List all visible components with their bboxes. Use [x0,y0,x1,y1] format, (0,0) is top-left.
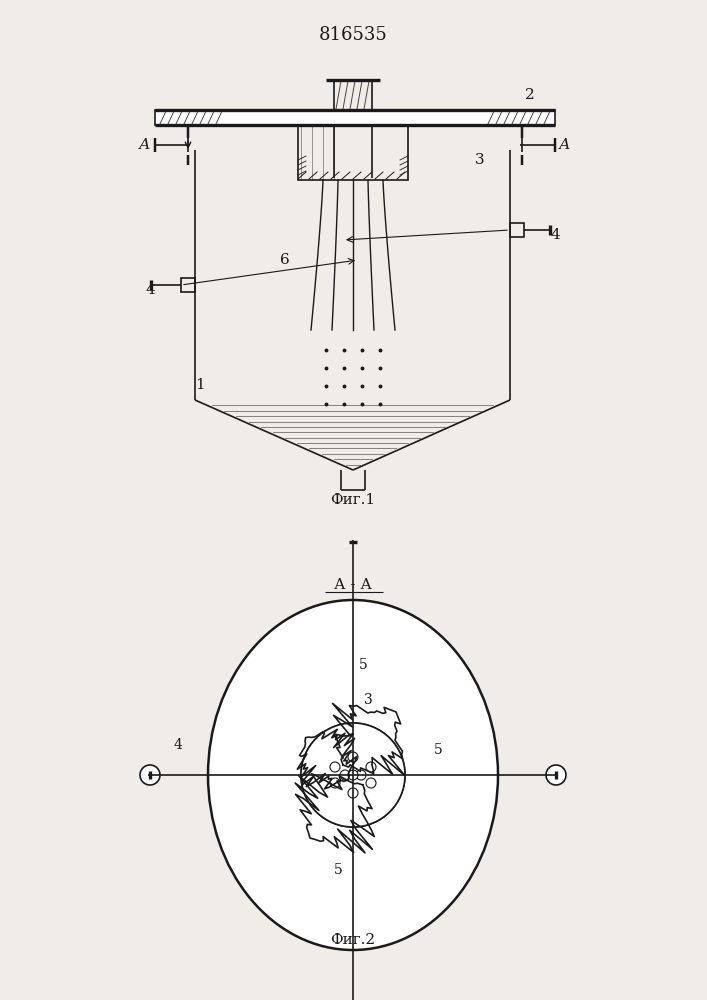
Circle shape [356,770,366,780]
Text: 3: 3 [363,693,373,707]
Text: А - А: А - А [334,578,372,592]
Circle shape [330,778,340,788]
Text: А: А [139,138,151,152]
Circle shape [348,788,358,798]
Circle shape [340,770,350,780]
Circle shape [366,778,376,788]
Bar [181,278,195,292]
Text: 5: 5 [433,743,443,757]
Circle shape [348,770,358,780]
Text: 4: 4 [550,228,560,242]
Circle shape [301,723,405,827]
Circle shape [348,788,358,798]
Text: Фиг.2: Фиг.2 [330,933,375,947]
Circle shape [340,770,350,780]
Circle shape [348,752,358,762]
Circle shape [356,770,366,780]
Text: 6: 6 [280,253,290,267]
Bar [510,223,524,237]
Bar [155,110,555,125]
Text: 1: 1 [195,378,205,392]
Text: 3: 3 [475,153,485,167]
Text: 2: 2 [525,88,535,102]
Text: 816535: 816535 [319,26,387,44]
Circle shape [330,778,340,788]
Circle shape [366,778,376,788]
Circle shape [546,765,566,785]
Text: 4: 4 [145,283,155,297]
Text: А: А [559,138,571,152]
Text: 4: 4 [173,738,182,752]
Circle shape [366,762,376,772]
Text: 5: 5 [358,658,368,672]
Circle shape [140,765,160,785]
Ellipse shape [208,600,498,950]
Text: Фиг.1: Фиг.1 [330,493,375,507]
Circle shape [348,770,358,780]
Circle shape [301,723,405,827]
Circle shape [366,762,376,772]
Circle shape [330,762,340,772]
Text: 5: 5 [334,863,342,877]
Circle shape [330,762,340,772]
Circle shape [348,752,358,762]
Bar [298,125,408,180]
